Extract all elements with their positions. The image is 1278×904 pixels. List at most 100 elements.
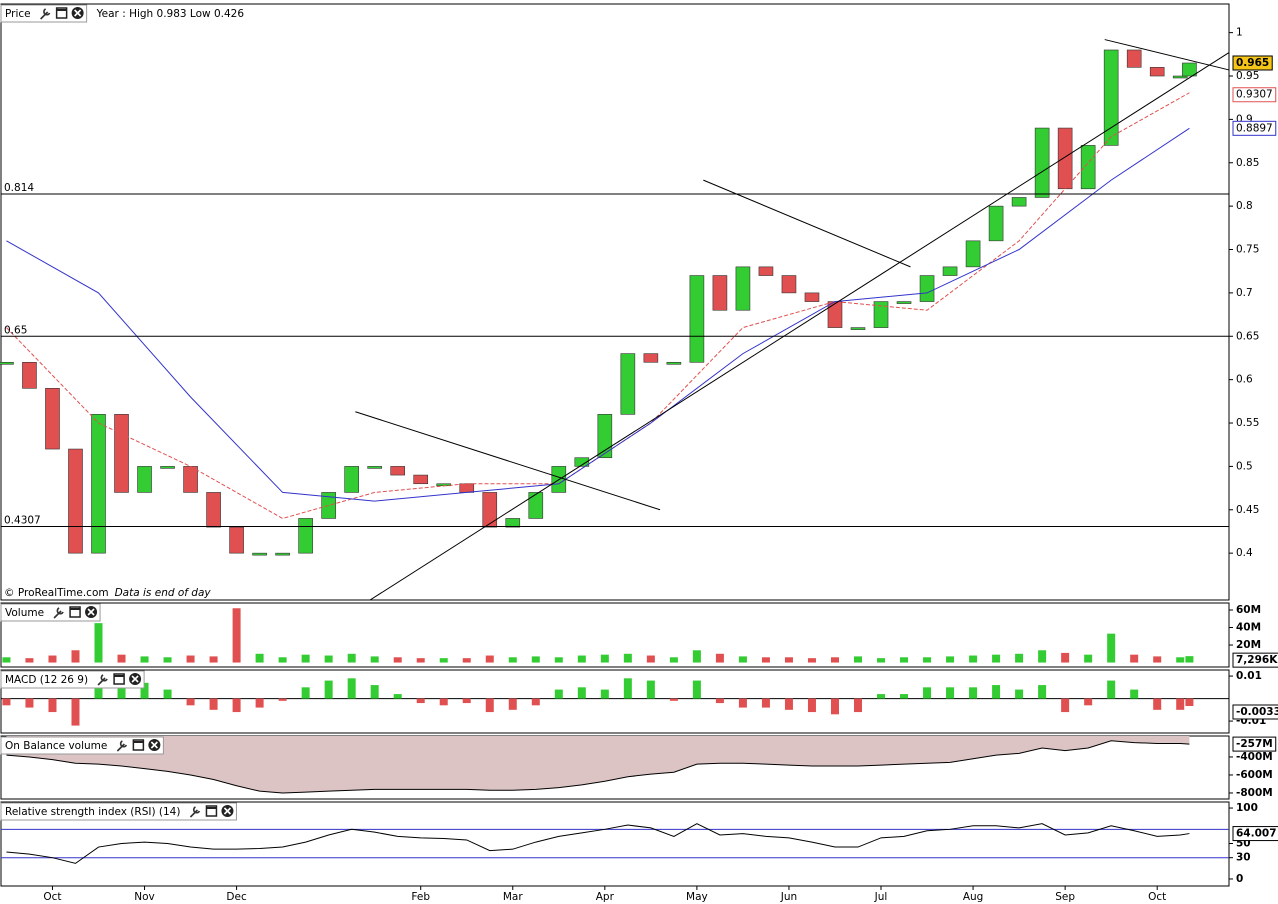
last-value-box (1232, 87, 1277, 103)
bar (692, 680, 701, 699)
trend-line (355, 411, 661, 511)
panel-header: On Balance volume (0, 736, 164, 755)
header-box (0, 802, 237, 821)
candle (137, 466, 152, 493)
last-value-box (1232, 826, 1278, 842)
copyright-note: © ProRealTime.com (4, 587, 109, 599)
bar (439, 698, 448, 706)
candle (114, 414, 129, 493)
bar (485, 655, 494, 663)
candle (1103, 49, 1119, 146)
bar (1185, 656, 1194, 663)
bar (669, 657, 678, 663)
settings-icon[interactable] (53, 607, 64, 619)
bar (301, 654, 310, 663)
bar (462, 658, 471, 663)
candle (965, 240, 981, 268)
bar (946, 687, 955, 699)
last-value-label: 0.965 (1236, 57, 1269, 69)
panel-frame (0, 3, 1230, 601)
bar (232, 698, 241, 713)
bar (278, 657, 287, 663)
settings-icon[interactable] (189, 806, 201, 818)
x-tick-label: Jul (874, 891, 888, 903)
panel-title: Volume (5, 607, 44, 619)
y-tick-label: 0.65 (1236, 330, 1259, 342)
bar (232, 608, 241, 663)
settings-icon[interactable] (116, 740, 128, 752)
bar (25, 698, 34, 708)
obv-area (6, 736, 1190, 793)
bar (669, 698, 678, 701)
last-value-label: 7,296K (1236, 654, 1278, 666)
bar (807, 658, 816, 663)
bar (1107, 680, 1116, 699)
x-tick-label: Sep (1055, 891, 1075, 903)
close-icon-x (150, 741, 158, 749)
candle (1011, 197, 1027, 207)
close-icon-x (223, 807, 232, 815)
candle (22, 361, 37, 389)
candle (1149, 67, 1165, 77)
bar (715, 698, 724, 704)
settings-icon[interactable] (97, 674, 108, 686)
last-value-label: 64.007 (1236, 828, 1277, 840)
settings-icon[interactable] (40, 8, 51, 20)
bar (761, 698, 770, 708)
bar (830, 698, 839, 715)
y-tick-label: 0.55 (1236, 417, 1259, 429)
y-tick-label: 0.01 (1236, 670, 1262, 682)
y-tick-label: -800M (1236, 787, 1273, 799)
close-icon-x (87, 608, 95, 616)
bar (853, 698, 862, 713)
y-tick-label: 0.6 (1236, 374, 1253, 386)
bar (462, 698, 471, 704)
bar (807, 698, 816, 713)
panel-header: MACD (12 26 9) (0, 670, 145, 689)
bar (923, 687, 932, 699)
candle (1034, 127, 1050, 198)
y-tick-label: -400M (1236, 751, 1273, 763)
bar (71, 698, 80, 726)
bar (347, 653, 356, 663)
bar (1084, 654, 1093, 663)
x-tick-label: Apr (596, 891, 615, 903)
x-tick-label: Dec (226, 891, 247, 903)
x-tick-label: Nov (134, 891, 155, 903)
bar (761, 657, 770, 663)
bar (508, 657, 517, 663)
panel-header: Volume (0, 603, 101, 622)
x-tick-label: Aug (963, 891, 984, 903)
bar (393, 694, 402, 699)
window-icon[interactable] (132, 739, 145, 751)
last-value-box (1232, 704, 1278, 720)
candle (505, 518, 521, 528)
candle (390, 466, 405, 476)
bar (1015, 689, 1024, 699)
candle (942, 266, 958, 276)
bar (531, 656, 540, 663)
window-icon[interactable] (55, 7, 68, 19)
bar (1015, 653, 1024, 663)
bar (1061, 698, 1070, 713)
window-icon[interactable] (69, 606, 81, 618)
candle (1126, 49, 1142, 68)
last-value-box (1232, 120, 1277, 136)
panel-header: Relative strength index (RSI) (14) (0, 802, 237, 821)
candle (1172, 75, 1188, 79)
window-icon[interactable] (113, 673, 125, 685)
x-tick-label: May (686, 891, 708, 903)
bar (715, 653, 724, 663)
bar (1176, 698, 1185, 710)
panel-title: Price (5, 8, 31, 20)
bar (784, 657, 793, 663)
window-icon[interactable] (205, 805, 218, 817)
bar (163, 689, 172, 699)
last-value-box (1232, 736, 1277, 752)
candle (1057, 127, 1073, 190)
candle (919, 275, 935, 302)
y-tick-label: 1 (1236, 27, 1243, 39)
bar (209, 656, 218, 663)
bar (1153, 656, 1162, 663)
candle (183, 466, 198, 493)
